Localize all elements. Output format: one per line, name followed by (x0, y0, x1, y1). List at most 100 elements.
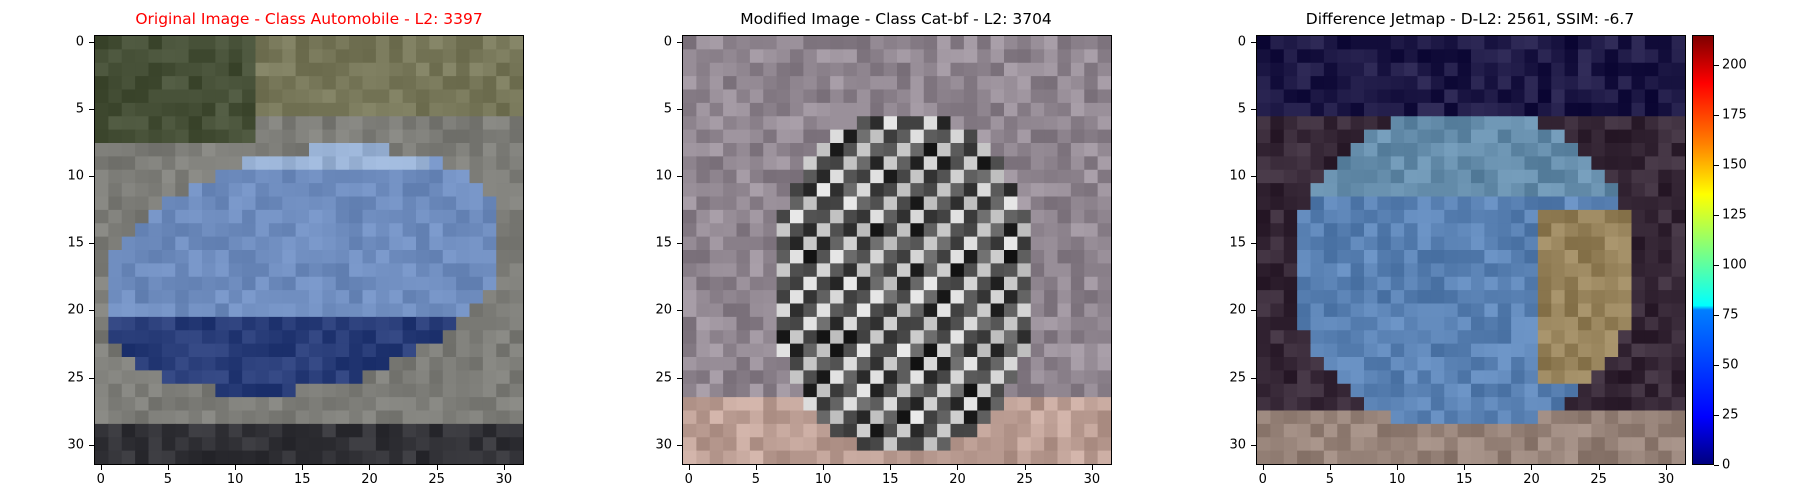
y-tick-mark (677, 41, 682, 43)
colorbar-tick-label: 125 (1722, 207, 1747, 223)
y-tick-mark (677, 176, 682, 178)
x-tick-label: 10 (226, 472, 244, 487)
colorbar-tick-label: 175 (1722, 107, 1747, 123)
y-tick-label: 10 (655, 168, 672, 184)
x-tick-label: 30 (1657, 472, 1675, 487)
x-tick-label: 10 (814, 472, 832, 487)
colorbar-tick-label: 0 (1722, 457, 1731, 473)
y-tick-label: 25 (67, 370, 84, 386)
y-tick-mark (677, 243, 682, 245)
y-tick-mark (677, 310, 682, 312)
x-tick-mark (235, 465, 237, 470)
x-tick-label: 10 (1388, 472, 1406, 487)
x-tick-mark (167, 465, 169, 470)
colorbar-tick-mark (1714, 215, 1719, 216)
x-tick-label: 15 (1456, 472, 1473, 487)
y-tick-mark (1251, 176, 1256, 178)
y-tick-label: 15 (1229, 235, 1246, 251)
colorbar-tick-label: 75 (1722, 307, 1739, 323)
panel-title-modified: Modified Image - Class Cat-bf - L2: 3704 (740, 10, 1052, 28)
y-tick-label: 30 (1229, 437, 1246, 453)
colorbar-tick-mark (1714, 115, 1719, 116)
y-tick-label: 0 (1237, 34, 1246, 50)
x-tick-mark (755, 465, 757, 470)
y-tick-mark (1251, 444, 1256, 446)
colorbar-tick-label: 25 (1722, 407, 1739, 423)
x-tick-label: 20 (949, 472, 966, 487)
y-tick-mark (1251, 41, 1256, 43)
x-tick-mark (1464, 465, 1466, 470)
panel-title-original: Original Image - Class Automobile - L2: … (135, 10, 483, 28)
colorbar-tick-label: 100 (1722, 257, 1747, 273)
y-tick-mark (89, 41, 94, 43)
x-tick-mark (100, 465, 102, 470)
y-tick-mark (89, 444, 94, 446)
y-tick-label: 20 (1229, 302, 1246, 318)
y-tick-label: 15 (67, 235, 84, 251)
y-tick-mark (89, 310, 94, 312)
y-tick-mark (1251, 243, 1256, 245)
x-tick-mark (1091, 465, 1093, 470)
y-tick-label: 5 (663, 101, 672, 117)
y-tick-label: 20 (67, 302, 84, 318)
x-tick-label: 20 (1523, 472, 1540, 487)
x-tick-mark (503, 465, 505, 470)
x-tick-mark (302, 465, 304, 470)
y-tick-mark (1251, 377, 1256, 379)
y-tick-label: 10 (1229, 168, 1246, 184)
colorbar-tick-mark (1714, 65, 1719, 66)
colorbar-tick-mark (1714, 465, 1719, 466)
colorbar-tick-mark (1714, 165, 1719, 166)
y-tick-label: 25 (1229, 370, 1246, 386)
y-tick-mark (89, 108, 94, 110)
x-tick-mark (823, 465, 825, 470)
x-tick-label: 5 (751, 472, 761, 487)
image-modified-cat (682, 35, 1112, 465)
x-tick-label: 15 (294, 472, 311, 487)
colorbar-tick-label: 200 (1722, 57, 1747, 73)
y-tick-label: 15 (655, 235, 672, 251)
colorbar-tick-mark (1714, 365, 1719, 366)
colorbar-tick-label: 150 (1722, 157, 1747, 173)
y-tick-mark (1251, 310, 1256, 312)
x-tick-label: 25 (1590, 472, 1607, 487)
x-tick-mark (436, 465, 438, 470)
x-tick-label: 30 (495, 472, 513, 487)
panel-title-difference: Difference Jetmap - D-L2: 2561, SSIM: -6… (1305, 10, 1635, 28)
y-tick-mark (677, 377, 682, 379)
x-tick-label: 15 (882, 472, 899, 487)
x-tick-mark (890, 465, 892, 470)
y-tick-label: 20 (655, 302, 672, 318)
y-tick-label: 30 (67, 437, 84, 453)
y-tick-label: 0 (75, 34, 84, 50)
colorbar-tick-mark (1714, 315, 1719, 316)
y-tick-label: 5 (1237, 101, 1246, 117)
x-tick-label: 20 (361, 472, 378, 487)
x-tick-label: 25 (428, 472, 445, 487)
y-tick-label: 30 (655, 437, 672, 453)
x-tick-mark (1262, 465, 1264, 470)
x-tick-mark (369, 465, 371, 470)
x-tick-label: 25 (1016, 472, 1033, 487)
colorbar-tick-mark (1714, 265, 1719, 266)
colorbar-tick-mark (1714, 415, 1719, 416)
y-tick-label: 10 (67, 168, 84, 184)
colorbar (1692, 35, 1714, 465)
y-tick-mark (1251, 108, 1256, 110)
x-tick-mark (1329, 465, 1331, 470)
x-tick-mark (1024, 465, 1026, 470)
y-tick-mark (89, 243, 94, 245)
x-tick-mark (1397, 465, 1399, 470)
colorbar-tick-label: 50 (1722, 357, 1739, 373)
y-tick-label: 5 (75, 101, 84, 117)
x-tick-mark (1531, 465, 1533, 470)
y-tick-label: 25 (655, 370, 672, 386)
x-tick-label: 0 (684, 472, 693, 487)
y-tick-label: 0 (663, 34, 672, 50)
y-tick-mark (677, 108, 682, 110)
x-tick-label: 30 (1083, 472, 1101, 487)
x-tick-label: 0 (1258, 472, 1267, 487)
image-difference-jetmap (1256, 35, 1686, 465)
x-tick-mark (1665, 465, 1667, 470)
y-tick-mark (89, 377, 94, 379)
